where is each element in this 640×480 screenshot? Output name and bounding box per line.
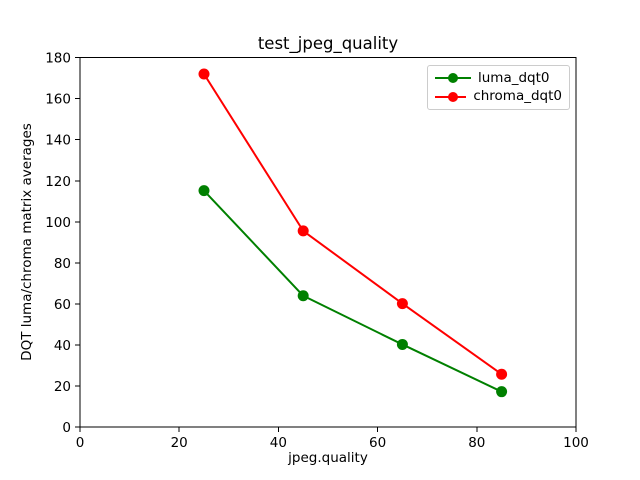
- x-tick-label: 40: [270, 435, 287, 451]
- legend-label: chroma_dqt0: [473, 88, 562, 105]
- data-point-chroma_dqt0: [396, 298, 408, 310]
- legend-item-chroma_dqt0: chroma_dqt0: [435, 88, 562, 105]
- y-tick-label: 20: [54, 379, 71, 395]
- x-tick-label: 20: [171, 435, 188, 451]
- y-axis-label: DQT luma/chroma matrix averages: [19, 123, 35, 361]
- legend: luma_dqt0 chroma_dqt0: [427, 65, 570, 110]
- legend-sample-line: [435, 91, 467, 102]
- y-tick-label: 60: [54, 297, 71, 313]
- y-tick-label: 180: [45, 51, 71, 67]
- y-tick-label: 160: [45, 92, 71, 108]
- y-tick-label: 140: [45, 133, 71, 149]
- series-line-chroma_dqt0: [203, 73, 503, 376]
- data-point-chroma_dqt0: [198, 68, 210, 80]
- y-tick-label: 100: [45, 215, 71, 231]
- data-point-chroma_dqt0: [496, 368, 508, 380]
- data-point-luma_dqt0: [198, 185, 210, 197]
- y-tick-label: 0: [62, 420, 71, 436]
- legend-item-luma_dqt0: luma_dqt0: [435, 70, 562, 87]
- x-tick-label: 0: [76, 435, 85, 451]
- x-tick-label: 80: [468, 435, 485, 451]
- data-point-luma_dqt0: [297, 290, 309, 302]
- series-line-luma_dqt0: [203, 189, 503, 393]
- y-tick-label: 40: [54, 338, 71, 354]
- data-point-luma_dqt0: [496, 386, 508, 398]
- axes-spines: [79, 57, 577, 428]
- y-tick-label: 120: [45, 174, 71, 190]
- chart-title: test_jpeg_quality: [257, 34, 399, 53]
- x-tick-label: 100: [563, 435, 589, 451]
- legend-label: luma_dqt0: [478, 69, 550, 86]
- x-axis-label: jpeg.quality: [288, 450, 368, 466]
- x-tick-label: 60: [369, 435, 386, 451]
- y-tick-label: 80: [54, 256, 71, 272]
- data-point-chroma_dqt0: [297, 225, 309, 237]
- data-point-luma_dqt0: [396, 338, 408, 350]
- legend-sample-line: [435, 73, 471, 84]
